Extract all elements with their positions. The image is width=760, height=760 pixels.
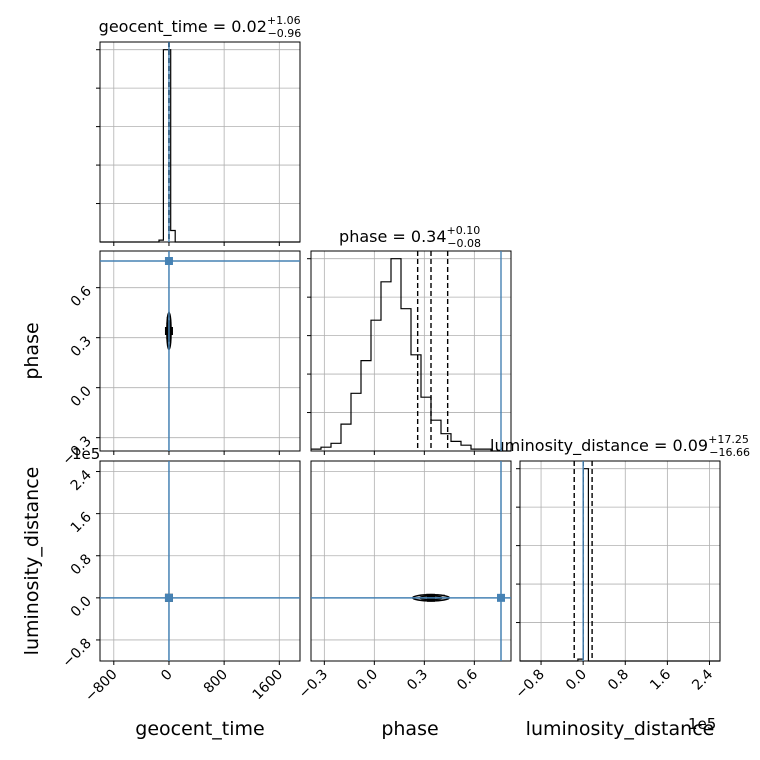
panels	[96, 41, 721, 665]
panel-frame	[310, 250, 512, 452]
panel-frame	[99, 41, 301, 243]
histogram-geocent_time	[100, 49, 300, 243]
panel-luminosity_distance-vs-geocent_time	[96, 460, 301, 665]
truth-marker	[164, 593, 173, 602]
axis-label-x-phase: phase	[381, 718, 438, 740]
tick-label-y-phase: 0.3	[68, 333, 95, 360]
tick-label-x-luminosity_distance: −0.8	[513, 667, 548, 702]
panel-frame	[310, 460, 512, 662]
panel-luminosity_distance-vs-luminosity_distance	[516, 460, 721, 665]
title-plus: +0.10	[447, 224, 481, 237]
panel-phase-vs-geocent_time	[96, 250, 301, 455]
titles: geocent_time = 0.02+1.06 −0.96 phase = 0.3…	[99, 14, 750, 459]
title-base: phase = 0.34	[339, 227, 446, 246]
tick-label-y-phase: 0.6	[68, 283, 95, 310]
panel-frame	[99, 250, 301, 452]
title-geocent_time: geocent_time = 0.02+1.06 −0.96	[99, 14, 302, 40]
title-text: phase = 0.34+0.10 −0.08	[339, 224, 481, 250]
histogram-phase	[311, 258, 511, 452]
tick-label-y-luminosity_distance: 0.8	[68, 551, 95, 578]
axis-label-x-geocent_time: geocent_time	[135, 718, 264, 740]
offset-text-y: 1e5	[72, 445, 100, 463]
title-luminosity_distance: luminosity_distance = 0.09+17.25 −16.66	[490, 433, 750, 459]
panel-phase-vs-phase	[307, 250, 512, 455]
title-base: luminosity_distance = 0.09	[490, 436, 708, 456]
title-plus: +17.25	[708, 433, 749, 446]
tick-label-x-phase: 0.6	[454, 666, 481, 693]
title-minus: −0.96	[268, 27, 302, 40]
panel-frame	[99, 460, 301, 662]
tick-label-x-luminosity_distance: 1.6	[647, 666, 674, 693]
tick-label-x-phase: 0.0	[354, 667, 381, 694]
title-phase: phase = 0.34+0.10 −0.08	[339, 224, 481, 250]
truth-marker	[164, 257, 173, 265]
title-minus: −0.08	[447, 237, 481, 250]
tick-label-y-phase: 0.0	[68, 383, 95, 410]
axis-label-y-phase: phase	[21, 322, 43, 379]
axis-label-x-luminosity_distance: luminosity_distance	[526, 718, 715, 740]
tick-label-y-luminosity_distance: 2.4	[68, 467, 95, 494]
tick-label-x-luminosity_distance: 2.4	[689, 666, 716, 693]
tick-label-y-luminosity_distance: 0.0	[68, 593, 95, 620]
title-plus: +1.06	[267, 14, 301, 27]
tick-label-x-geocent_time: 1600	[250, 667, 287, 704]
tick-label-x-geocent_time: 800	[201, 667, 231, 697]
tick-label-x-geocent_time: 0	[158, 667, 176, 685]
offset-text-x: 1e5	[688, 715, 716, 733]
tick-label-x-phase: −0.3	[296, 667, 331, 702]
tick-label-x-luminosity_distance: 0.8	[605, 667, 632, 694]
tick-label-x-luminosity_distance: 0.0	[563, 667, 590, 694]
tick-label-y-luminosity_distance: 1.6	[68, 509, 95, 536]
title-text: luminosity_distance = 0.09+17.25 −16.66	[490, 433, 750, 459]
tick-label-x-geocent_time: −800	[82, 667, 121, 706]
title-text: geocent_time = 0.02+1.06 −0.96	[99, 14, 302, 40]
tick-label-x-phase: 0.3	[404, 667, 431, 694]
title-minus: −16.66	[709, 446, 750, 459]
axis-labels: −800 0 800 1600 −0.3 0.0 0.3 0.6 −0.8 0.0 0.8 1.6 2.…	[21, 283, 716, 740]
panel-luminosity_distance-vs-phase	[310, 460, 512, 665]
title-base: geocent_time = 0.02	[99, 17, 267, 37]
tick-label-y-luminosity_distance: −0.8	[59, 635, 94, 670]
axis-label-y-luminosity_distance: luminosity_distance	[21, 467, 43, 656]
truth-marker	[497, 593, 505, 602]
panel-geocent_time-vs-geocent_time	[96, 41, 301, 246]
histogram-luminosity_distance	[520, 468, 720, 662]
panel-frame	[519, 460, 721, 662]
